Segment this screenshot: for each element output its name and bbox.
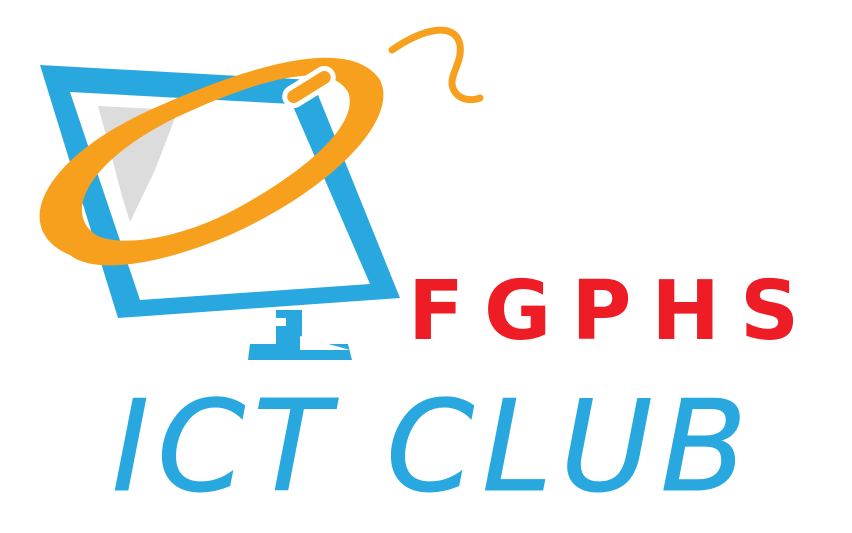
monitor-stand-neck [276,310,302,344]
monitor-stand-base-cut [300,336,350,350]
mouse-cable-icon [388,26,484,104]
orbit-ring [39,57,384,266]
monitor-stand-slot [268,318,286,326]
orbit-ring-icon [39,57,384,266]
brand-top-text: FGPHS [408,264,820,359]
monitor-icon [40,65,400,360]
ring-mouse-pill [282,65,336,109]
brand-bottom-text: ICT CLUB [112,373,755,521]
